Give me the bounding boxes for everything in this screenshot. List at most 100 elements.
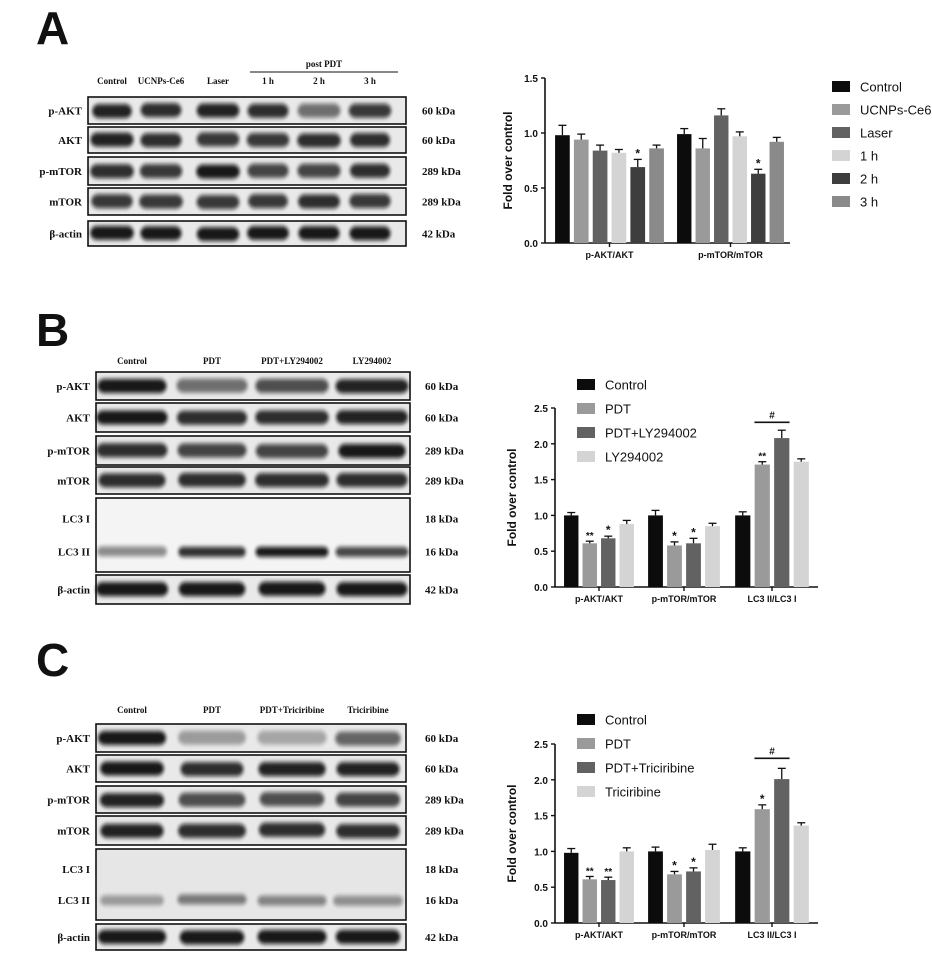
blot-band [255,546,329,557]
blot-band [336,582,408,597]
lane-label: Triciribine [347,705,388,715]
y-axis-label: Fold over control [505,448,519,546]
bar [630,167,646,243]
legend-swatch [577,403,595,414]
blot-band [335,731,401,746]
blot-strip [95,497,411,573]
bar [667,874,682,923]
panel-letter-B: B [36,304,69,356]
blot-kda-label: 60 kDa [425,413,459,425]
blot-band [176,410,248,425]
blot-band [179,930,245,945]
bar [735,851,751,923]
bar [793,461,809,587]
legend-swatch [832,127,850,138]
bar [705,849,720,923]
blot-band [297,103,341,118]
significance-mark: ** [586,531,594,542]
y-tick-label: 1.5 [534,812,548,823]
legend-swatch [577,379,595,390]
blot-kda-label: 289 kDa [425,476,464,488]
blot-band [297,133,341,148]
blot-band [258,762,326,777]
legend-swatch [577,451,595,462]
legend-swatch [577,714,595,725]
bar-chart-2: 0.0 0.5 1.0 1.5 2.0 2.5 Fold over control p-AKT… [505,713,818,940]
y-tick-label: 1.0 [534,847,548,858]
blot-band [177,443,247,458]
bar [774,779,790,923]
blot-band [139,164,183,179]
blot-band [178,823,246,838]
blot-kda-label: 18 kDa [425,864,459,876]
bar [769,141,784,243]
lane-label: Control [97,76,127,86]
blot-band [257,895,327,906]
bar [648,515,663,587]
x-tick-label: LC3 II/LC3 I [747,594,796,604]
blot-row-label: LC3 II [58,895,90,907]
blot-band [140,103,182,118]
lane-label: PDT [203,356,221,366]
blot-band [178,792,246,807]
bar [751,173,766,243]
blot-band [257,929,327,944]
legend-swatch [832,81,850,92]
legend-swatch [577,738,595,749]
blot-row-label: mTOR [57,476,91,488]
blot-kda-label: 60 kDa [425,733,459,745]
blot-row-label: LC3 II [58,546,90,558]
bar [793,825,809,923]
blot-band [336,410,408,425]
bar [754,809,770,923]
blot-band [139,194,183,209]
blot-row-label: AKT [66,413,91,425]
blot-kda-label: 289 kDa [425,795,464,807]
blot-band [92,104,132,119]
blot-band [178,730,246,745]
blot-band [335,546,409,557]
significance-mark: * [691,525,696,539]
blot-row-label: p-mTOR [39,166,83,178]
blot-band [258,581,326,596]
bar-chart-0: 0.0 0.5 1.0 1.5 Fold over control p-AKT/AKT * p… [501,74,932,260]
blot-band [180,762,244,777]
legend-swatch [577,427,595,438]
blot-kda-label: 60 kDa [422,135,456,147]
blot-kda-label: 16 kDa [425,895,459,907]
blot-band [97,730,167,745]
significance-mark: * [672,529,677,543]
blot-band [247,103,289,118]
chart-legend: Control PDT PDT+Triciribine Triciribine [577,713,694,800]
bar [601,880,616,923]
significance-mark: * [672,858,677,872]
blot-kda-label: 42 kDa [425,932,459,944]
lane-label: Control [117,705,147,715]
blot-band [100,761,164,776]
blot-band [196,103,240,118]
bracket-label: # [769,746,775,757]
blot-kda-label: 289 kDa [425,446,464,458]
bar [774,438,790,587]
bar [677,134,692,243]
y-tick-label: 0.5 [534,883,548,894]
bar [619,851,634,923]
blot-band [349,194,391,209]
blot-band [90,164,134,179]
x-tick-label: p-AKT/AKT [575,930,623,940]
blot-row-label: β-actin [57,932,90,944]
bar [649,148,664,243]
blot-band [178,546,246,557]
bar [754,464,770,587]
significance-mark: * [691,855,696,869]
blot-band [178,472,246,487]
y-tick-label: 2.0 [534,440,548,451]
blot-band [335,792,401,807]
y-axis-label: Fold over control [505,784,519,882]
blot-band [259,792,325,807]
bar [686,871,701,923]
chart-legend: Control UCNPs-Ce6 Laser 1 h 2 h 3 h [832,80,932,210]
y-tick-label: 1.0 [524,129,538,140]
legend-label: Triciribine [605,785,661,800]
